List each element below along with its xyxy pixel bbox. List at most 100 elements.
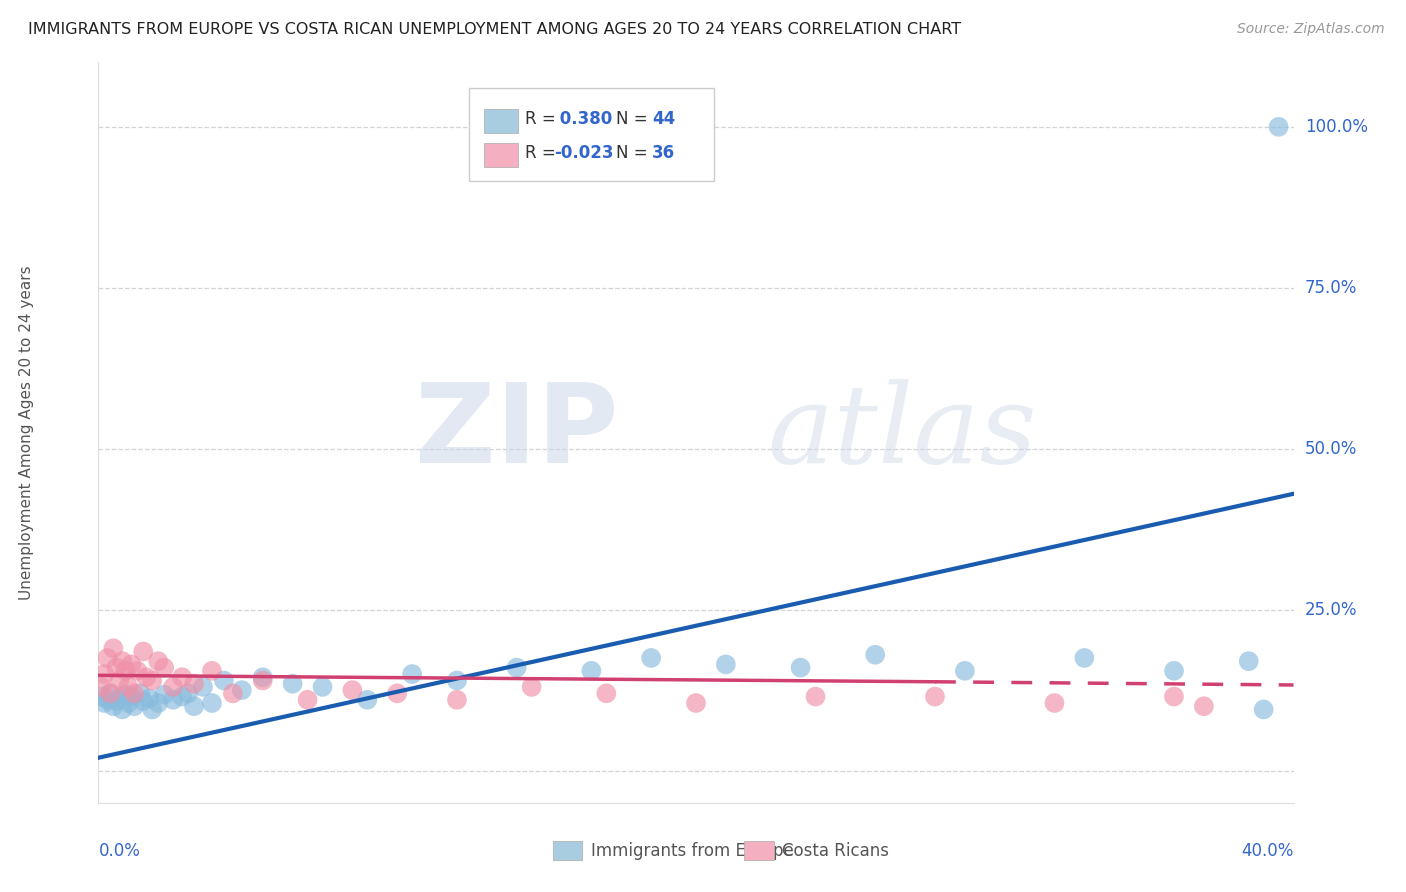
Point (103, 641, 125, 656)
Point (356, 693, 378, 707)
Point (117, 696, 139, 710)
Text: 40.0%: 40.0% (1241, 842, 1294, 860)
Text: 100.0%: 100.0% (1305, 118, 1368, 136)
Point (172, 690, 194, 704)
Point (138, 691, 160, 706)
Text: Immigrants from Europe: Immigrants from Europe (591, 842, 793, 860)
Text: -0.023: -0.023 (554, 145, 613, 162)
Point (132, 694, 155, 708)
Point (595, 686, 617, 700)
Point (90, 680, 112, 694)
Point (96, 651, 118, 665)
Point (201, 696, 224, 710)
Text: R =: R = (524, 145, 561, 162)
Point (1192, 699, 1215, 714)
Point (953, 664, 976, 678)
Point (96, 693, 118, 707)
Point (98, 686, 122, 700)
Text: 50.0%: 50.0% (1305, 440, 1357, 458)
Point (135, 670, 157, 684)
Point (153, 660, 176, 674)
Point (1253, 702, 1275, 716)
Point (1163, 690, 1185, 704)
Text: atlas: atlas (768, 379, 1038, 486)
Point (141, 702, 163, 716)
Point (222, 686, 245, 700)
Point (127, 664, 149, 678)
Point (401, 667, 423, 681)
Point (90, 690, 112, 704)
Point (108, 691, 131, 706)
Point (148, 654, 170, 668)
Point (581, 664, 603, 678)
Point (201, 664, 224, 678)
Point (103, 699, 125, 714)
Point (183, 699, 205, 714)
Point (114, 664, 136, 678)
Bar (485, 143, 517, 167)
Point (231, 683, 253, 698)
Text: Source: ZipAtlas.com: Source: ZipAtlas.com (1237, 22, 1385, 37)
Point (685, 696, 707, 710)
Point (183, 676, 205, 690)
Point (924, 690, 946, 704)
Text: 0.380: 0.380 (554, 111, 612, 128)
Point (105, 660, 128, 674)
Text: 36: 36 (652, 145, 675, 162)
Bar (485, 109, 517, 133)
Point (446, 673, 468, 688)
Point (714, 657, 737, 672)
Point (162, 680, 184, 694)
Point (124, 699, 146, 714)
Point (865, 648, 887, 662)
Point (252, 670, 274, 684)
Point (120, 690, 142, 704)
Point (120, 657, 142, 672)
Text: Costa Ricans: Costa Ricans (782, 842, 889, 860)
Point (311, 680, 333, 694)
Point (252, 673, 274, 688)
Point (385, 686, 409, 700)
Point (1267, 120, 1289, 134)
Point (111, 654, 134, 668)
Point (804, 690, 827, 704)
Point (640, 651, 662, 665)
Text: N =: N = (616, 111, 652, 128)
Point (162, 693, 184, 707)
Point (506, 660, 529, 674)
Point (105, 694, 128, 708)
Point (111, 702, 134, 716)
Text: N =: N = (616, 145, 652, 162)
Point (1043, 696, 1066, 710)
Point (297, 693, 319, 707)
Point (212, 673, 235, 688)
Point (172, 670, 194, 684)
Point (1073, 651, 1095, 665)
Text: R =: R = (524, 111, 561, 128)
Point (446, 693, 468, 707)
Point (93, 696, 115, 710)
Text: Unemployment Among Ages 20 to 24 years: Unemployment Among Ages 20 to 24 years (18, 265, 34, 600)
Point (789, 660, 811, 674)
Point (191, 680, 214, 694)
Text: 75.0%: 75.0% (1305, 279, 1357, 297)
Point (177, 686, 200, 700)
Text: 0.0%: 0.0% (98, 842, 141, 860)
Point (132, 644, 155, 658)
Point (114, 688, 136, 702)
Point (342, 683, 364, 698)
Point (124, 686, 146, 700)
FancyBboxPatch shape (470, 88, 714, 181)
Point (1163, 664, 1185, 678)
Bar (744, 841, 773, 860)
Point (129, 686, 152, 700)
Text: 44: 44 (652, 111, 675, 128)
Point (117, 680, 139, 694)
Point (281, 676, 304, 690)
Point (153, 688, 176, 702)
Point (108, 673, 131, 688)
Bar (553, 841, 582, 860)
Point (98, 686, 122, 700)
Point (93, 667, 115, 681)
Text: IMMIGRANTS FROM EUROPE VS COSTA RICAN UNEMPLOYMENT AMONG AGES 20 TO 24 YEARS COR: IMMIGRANTS FROM EUROPE VS COSTA RICAN UN… (28, 22, 962, 37)
